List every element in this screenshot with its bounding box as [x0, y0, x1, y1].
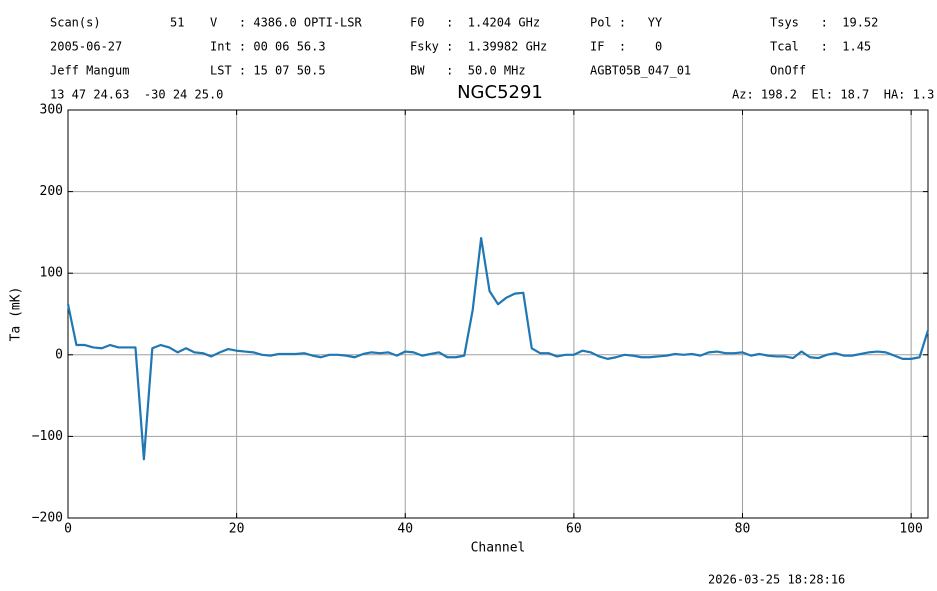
header-text: F0 : 1.4204 GHz	[410, 16, 540, 30]
x-tick-label: 40	[397, 522, 413, 537]
y-tick-label: −200	[32, 511, 63, 526]
header-text: IF : 0	[590, 40, 662, 54]
header-text: 51	[170, 16, 184, 30]
header-text: AGBT05B_047_01	[590, 64, 691, 78]
header-text: Tsys : 19.52	[770, 16, 878, 30]
header-text: Scan(s)	[50, 16, 101, 30]
header-text: Tcal : 1.45	[770, 40, 871, 54]
header-text: Az: 198.2 El: 18.7 HA: 1.3	[732, 88, 934, 102]
header-text: 2005-06-27	[50, 40, 122, 54]
y-tick-label: 0	[55, 347, 63, 362]
y-tick-label: −100	[32, 429, 63, 444]
chart-title: NGC5291	[457, 82, 543, 103]
x-axis-label: Channel	[471, 541, 526, 556]
header: Scan(s) 51 V : 4386.0 OPTI-LSR F0 : 1.42…	[50, 16, 934, 102]
y-tick-label: 200	[40, 184, 63, 199]
header-text: V : 4386.0 OPTI-LSR	[210, 16, 362, 30]
header-text: Int : 00 06 56.3	[210, 40, 326, 54]
y-axis-label: Ta (mK)	[9, 287, 24, 342]
header-text: Jeff Mangum	[50, 64, 129, 78]
x-tick-label: 100	[899, 522, 922, 537]
x-tick-label: 60	[566, 522, 582, 537]
header-text: 13 47 24.63 -30 24 25.0	[50, 88, 223, 102]
header-text: OnOff	[770, 64, 806, 78]
timestamp: 2026-03-25 18:28:16	[708, 573, 845, 587]
x-tick-label: 20	[229, 522, 245, 537]
header-text: Pol : YY	[590, 16, 663, 30]
header-text: Fsky : 1.39982 GHz	[410, 40, 547, 54]
data-line	[66, 237, 930, 461]
plot-frame	[67, 109, 929, 519]
y-tick-label: 100	[40, 266, 63, 281]
header-text: BW : 50.0 MHz	[410, 64, 526, 78]
x-tick-label: 80	[735, 522, 751, 537]
x-tick-label: 0	[64, 522, 72, 537]
y-tick-label: 300	[40, 103, 63, 118]
header-text: LST : 15 07 50.5	[210, 64, 326, 78]
